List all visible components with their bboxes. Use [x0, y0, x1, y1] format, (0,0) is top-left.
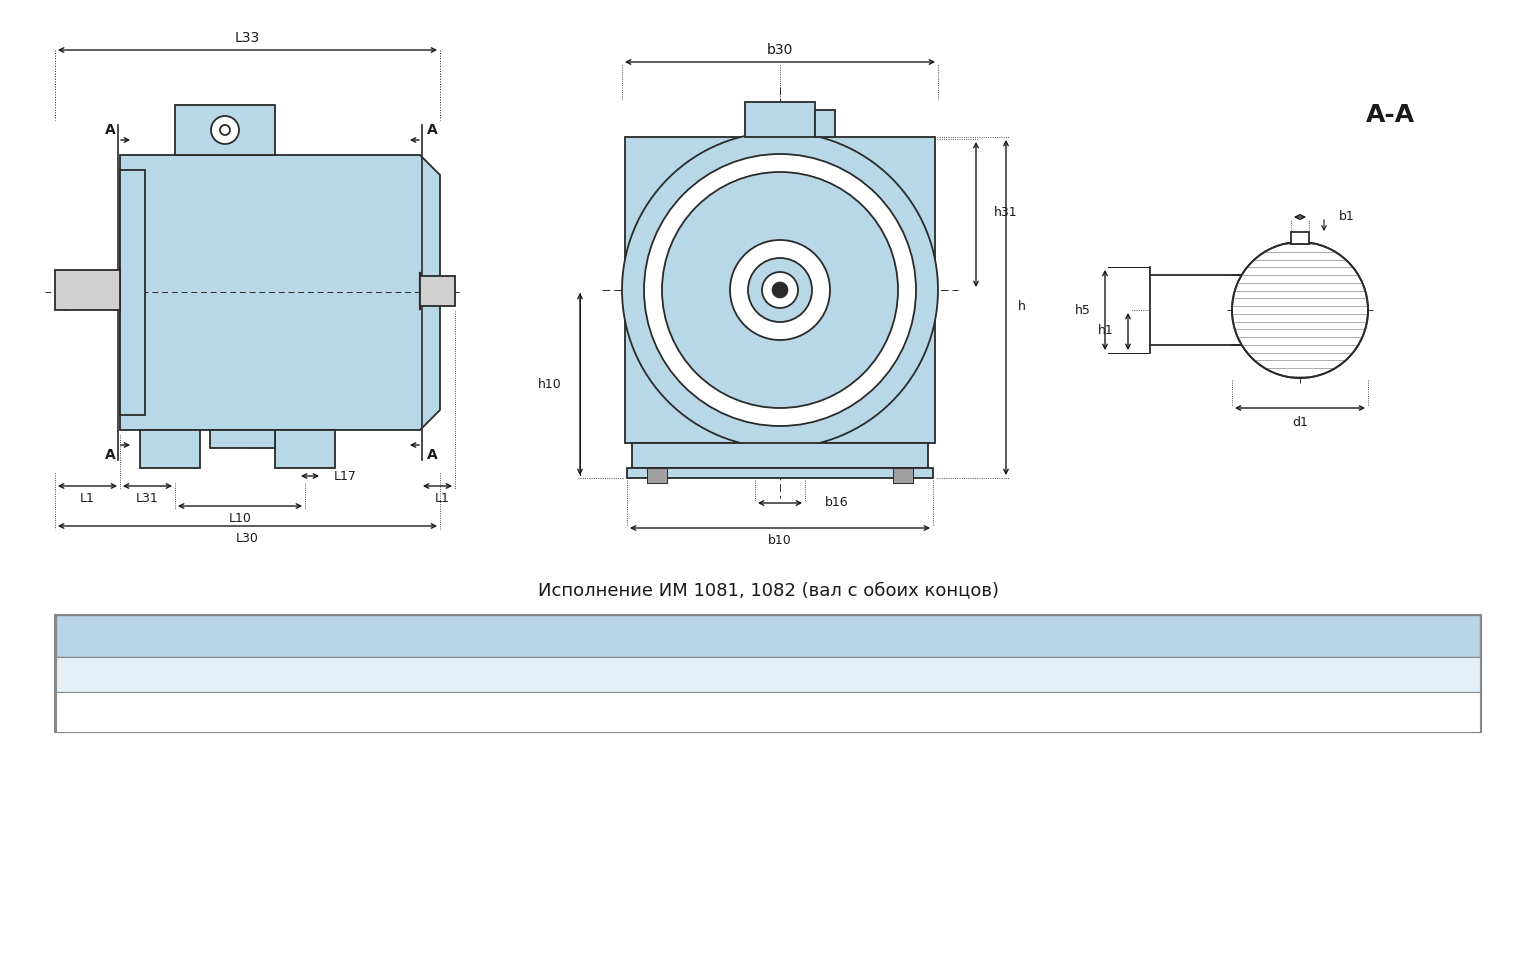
Text: 10: 10	[1263, 705, 1279, 719]
Polygon shape	[55, 270, 120, 310]
Text: 7: 7	[1100, 705, 1107, 719]
Text: A: A	[104, 448, 115, 462]
Text: h10: h10	[1258, 667, 1284, 681]
Text: L1: L1	[89, 667, 106, 681]
Text: 90: 90	[1011, 705, 1029, 719]
Circle shape	[730, 240, 829, 340]
Text: 50: 50	[88, 705, 106, 719]
Text: A-A: A-A	[1366, 103, 1415, 127]
Text: h31: h31	[994, 206, 1018, 220]
Text: b30: b30	[923, 667, 949, 681]
Polygon shape	[55, 692, 1481, 732]
Text: L10: L10	[167, 667, 194, 681]
Text: L17: L17	[333, 470, 356, 483]
Polygon shape	[625, 137, 935, 443]
Polygon shape	[816, 110, 836, 137]
Circle shape	[622, 132, 938, 448]
Polygon shape	[627, 468, 932, 478]
Text: b16: b16	[825, 496, 848, 509]
Text: 230: 230	[1342, 705, 1369, 719]
Text: 8: 8	[680, 705, 688, 719]
Text: 10: 10	[257, 705, 273, 719]
Text: L1: L1	[435, 491, 450, 504]
Circle shape	[1232, 242, 1369, 378]
Text: 12,0: 12,0	[333, 705, 364, 719]
Text: h: h	[1018, 301, 1026, 314]
Polygon shape	[419, 276, 455, 306]
Text: b10: b10	[754, 667, 782, 681]
Text: L17: L17	[252, 667, 278, 681]
Text: A: A	[427, 448, 438, 462]
Text: b1: b1	[1339, 210, 1355, 224]
Text: h5: h5	[1178, 667, 1197, 681]
Text: 198: 198	[923, 705, 949, 719]
Text: 27: 27	[1178, 705, 1197, 719]
Circle shape	[762, 272, 799, 308]
Text: b1: b1	[676, 667, 693, 681]
Text: 12: 12	[843, 705, 860, 719]
Text: 125: 125	[167, 705, 194, 719]
Text: h: h	[1015, 667, 1025, 681]
Text: L31: L31	[135, 491, 158, 504]
Circle shape	[644, 154, 915, 426]
Polygon shape	[55, 657, 1481, 692]
Text: L30: L30	[235, 531, 258, 544]
Polygon shape	[120, 155, 439, 430]
Text: A: A	[104, 123, 115, 137]
Polygon shape	[55, 615, 1481, 732]
Text: L10: L10	[229, 512, 252, 525]
Text: h1: h1	[1098, 324, 1114, 337]
Text: 56: 56	[507, 705, 525, 719]
Text: L33: L33	[588, 667, 613, 681]
Text: h5: h5	[1075, 304, 1091, 317]
Text: L1: L1	[80, 491, 94, 504]
Text: L31: L31	[504, 667, 528, 681]
Polygon shape	[175, 105, 275, 155]
Polygon shape	[1290, 232, 1309, 244]
Text: h10: h10	[538, 377, 562, 391]
Text: d1: d1	[1292, 415, 1309, 429]
Polygon shape	[210, 430, 275, 448]
Text: b30: b30	[766, 43, 793, 57]
Polygon shape	[120, 170, 144, 415]
Text: b10: b10	[768, 533, 793, 546]
Text: 390: 390	[587, 705, 613, 719]
Circle shape	[210, 116, 240, 144]
Circle shape	[748, 258, 813, 322]
Text: L30: L30	[419, 667, 445, 681]
Polygon shape	[631, 443, 928, 468]
Polygon shape	[647, 468, 667, 483]
Text: 337: 337	[419, 705, 445, 719]
Polygon shape	[275, 430, 335, 468]
Text: 24: 24	[1430, 705, 1448, 719]
Polygon shape	[140, 430, 200, 468]
Polygon shape	[892, 468, 912, 483]
Text: b16: b16	[839, 667, 865, 681]
Text: L21: L21	[336, 667, 361, 681]
Text: h31: h31	[1342, 667, 1369, 681]
Text: Размеры, мм: Размеры, мм	[707, 627, 829, 645]
Text: L33: L33	[235, 31, 260, 45]
Circle shape	[662, 172, 899, 408]
Polygon shape	[745, 102, 816, 137]
Text: d1: d1	[1430, 667, 1448, 681]
Polygon shape	[55, 615, 1481, 657]
Text: Исполнение ИМ 1081, 1082 (вал с обоих концов): Исполнение ИМ 1081, 1082 (вал с обоих ко…	[538, 581, 998, 599]
Text: 140: 140	[754, 705, 782, 719]
Text: h1: h1	[1095, 667, 1112, 681]
Circle shape	[773, 282, 788, 298]
Text: A: A	[427, 123, 438, 137]
